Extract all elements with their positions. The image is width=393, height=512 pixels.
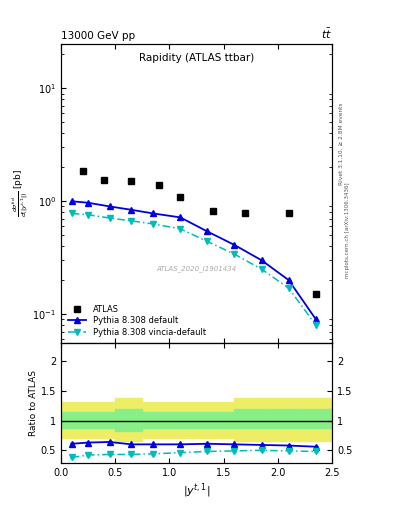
Pythia 8.308 vincia-default: [129, 218, 134, 224]
Pythia 8.308 vincia-default: [286, 285, 291, 291]
ATLAS: [156, 182, 161, 188]
X-axis label: $|y^{t,1}|$: $|y^{t,1}|$: [183, 481, 210, 500]
Pythia 8.308 default: [178, 215, 183, 221]
ATLAS: [243, 210, 248, 217]
Pythia 8.308 vincia-default: [314, 322, 318, 328]
Pythia 8.308 vincia-default: [232, 251, 237, 257]
Pythia 8.308 vincia-default: [151, 221, 156, 227]
Pythia 8.308 vincia-default: [86, 211, 90, 218]
Line: Pythia 8.308 vincia-default: Pythia 8.308 vincia-default: [69, 210, 319, 328]
Pythia 8.308 vincia-default: [178, 226, 183, 232]
Text: ATLAS_2020_I1901434: ATLAS_2020_I1901434: [156, 265, 237, 272]
ATLAS: [178, 194, 183, 200]
Legend: ATLAS, Pythia 8.308 default, Pythia 8.308 vincia-default: ATLAS, Pythia 8.308 default, Pythia 8.30…: [65, 302, 208, 339]
Pythia 8.308 default: [232, 242, 237, 248]
Pythia 8.308 default: [86, 200, 90, 206]
Line: Pythia 8.308 default: Pythia 8.308 default: [69, 199, 319, 322]
ATLAS: [286, 210, 291, 217]
Text: $t\bar{t}$: $t\bar{t}$: [321, 27, 332, 41]
Pythia 8.308 default: [151, 210, 156, 217]
ATLAS: [80, 168, 85, 174]
Pythia 8.308 default: [314, 316, 318, 323]
Pythia 8.308 default: [70, 198, 74, 204]
ATLAS: [314, 291, 318, 297]
Pythia 8.308 vincia-default: [205, 239, 210, 245]
Y-axis label: Ratio to ATLAS: Ratio to ATLAS: [29, 370, 38, 436]
ATLAS: [129, 178, 134, 184]
Text: mcplots.cern.ch [arXiv:1306.3436]: mcplots.cern.ch [arXiv:1306.3436]: [345, 183, 350, 278]
Pythia 8.308 default: [205, 228, 210, 234]
Pythia 8.308 default: [286, 277, 291, 283]
Pythia 8.308 vincia-default: [70, 210, 74, 217]
Pythia 8.308 default: [129, 207, 134, 213]
Pythia 8.308 vincia-default: [259, 266, 264, 272]
Y-axis label: $\frac{d\sigma^\mathrm{fid}}{d(|y^{t,1}|)}$ [pb]: $\frac{d\sigma^\mathrm{fid}}{d(|y^{t,1}|…: [11, 169, 31, 218]
Pythia 8.308 default: [259, 257, 264, 263]
Text: Rivet 3.1.10, ≥ 2.8M events: Rivet 3.1.10, ≥ 2.8M events: [339, 102, 344, 185]
Pythia 8.308 default: [107, 203, 112, 209]
Line: ATLAS: ATLAS: [79, 167, 319, 297]
Pythia 8.308 vincia-default: [107, 215, 112, 221]
ATLAS: [210, 208, 215, 214]
Text: Rapidity (ATLAS ttbar): Rapidity (ATLAS ttbar): [139, 53, 254, 62]
ATLAS: [102, 177, 107, 183]
Text: 13000 GeV pp: 13000 GeV pp: [61, 31, 135, 41]
